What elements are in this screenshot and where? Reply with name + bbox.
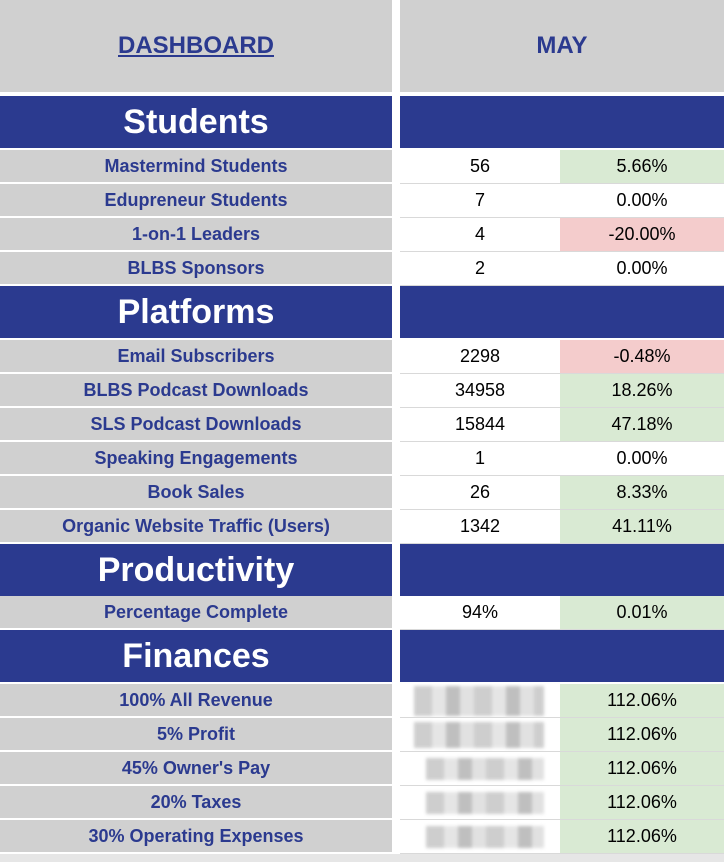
section-platforms-fill[interactable] — [400, 286, 724, 338]
row-change[interactable]: 112.06% — [560, 820, 724, 854]
section-finances-fill[interactable] — [400, 630, 724, 682]
redacted-blur — [426, 826, 544, 848]
row-label[interactable]: 45% Owner's Pay — [0, 752, 392, 786]
row-label[interactable]: Mastermind Students — [0, 150, 392, 184]
row-change[interactable]: 0.00% — [560, 252, 724, 286]
row-value[interactable]: 7 — [400, 184, 560, 218]
row-change[interactable]: 112.06% — [560, 718, 724, 752]
row-label[interactable]: 1-on-1 Leaders — [0, 218, 392, 252]
redacted-value[interactable] — [400, 752, 560, 786]
row-change[interactable]: 112.06% — [560, 752, 724, 786]
row-label[interactable]: 30% Operating Expenses — [0, 820, 392, 854]
row-label[interactable]: 5% Profit — [0, 718, 392, 752]
row-label[interactable]: Email Subscribers — [0, 340, 392, 374]
row-value[interactable]: 2298 — [400, 340, 560, 374]
row-label[interactable]: SLS Podcast Downloads — [0, 408, 392, 442]
row-label[interactable]: Speaking Engagements — [0, 442, 392, 476]
row-change[interactable]: 112.06% — [560, 786, 724, 820]
row-change[interactable]: 112.06% — [560, 684, 724, 718]
redacted-value[interactable] — [400, 718, 560, 752]
row-value[interactable]: 15844 — [400, 408, 560, 442]
row-value[interactable]: 56 — [400, 150, 560, 184]
row-label[interactable]: BLBS Podcast Downloads — [0, 374, 392, 408]
row-label[interactable]: 20% Taxes — [0, 786, 392, 820]
redacted-blur — [426, 792, 544, 814]
section-finances[interactable]: Finances — [0, 630, 392, 682]
row-value[interactable]: 4 — [400, 218, 560, 252]
row-change[interactable]: 18.26% — [560, 374, 724, 408]
row-value[interactable]: 94% — [400, 596, 560, 630]
redacted-value[interactable] — [400, 684, 560, 718]
row-label[interactable]: Percentage Complete — [0, 596, 392, 630]
redacted-blur — [426, 758, 544, 780]
row-label[interactable]: Edupreneur Students — [0, 184, 392, 218]
section-productivity[interactable]: Productivity — [0, 544, 392, 596]
redacted-value[interactable] — [400, 820, 560, 854]
row-label[interactable]: BLBS Sponsors — [0, 252, 392, 286]
row-value[interactable]: 26 — [400, 476, 560, 510]
row-change[interactable]: 5.66% — [560, 150, 724, 184]
section-platforms[interactable]: Platforms — [0, 286, 392, 338]
row-change[interactable]: 41.11% — [560, 510, 724, 544]
row-label[interactable]: Book Sales — [0, 476, 392, 510]
row-change[interactable]: 0.00% — [560, 184, 724, 218]
row-value[interactable]: 1 — [400, 442, 560, 476]
section-productivity-fill[interactable] — [400, 544, 724, 596]
row-value[interactable]: 1342 — [400, 510, 560, 544]
month-header[interactable]: MAY — [400, 0, 724, 92]
row-label[interactable]: Organic Website Traffic (Users) — [0, 510, 392, 544]
redacted-blur — [414, 686, 544, 716]
row-change[interactable]: 0.01% — [560, 596, 724, 630]
row-value[interactable]: 2 — [400, 252, 560, 286]
row-value[interactable]: 34958 — [400, 374, 560, 408]
section-students[interactable]: Students — [0, 96, 392, 148]
row-label[interactable]: 100% All Revenue — [0, 684, 392, 718]
row-change[interactable]: -0.48% — [560, 340, 724, 374]
row-change[interactable]: 0.00% — [560, 442, 724, 476]
bottom-strip — [0, 854, 724, 862]
dashboard-title[interactable]: DASHBOARD — [0, 0, 392, 92]
redacted-value[interactable] — [400, 786, 560, 820]
redacted-blur — [414, 722, 544, 748]
section-students-fill[interactable] — [400, 96, 724, 148]
row-change[interactable]: 47.18% — [560, 408, 724, 442]
row-change[interactable]: -20.00% — [560, 218, 724, 252]
row-change[interactable]: 8.33% — [560, 476, 724, 510]
